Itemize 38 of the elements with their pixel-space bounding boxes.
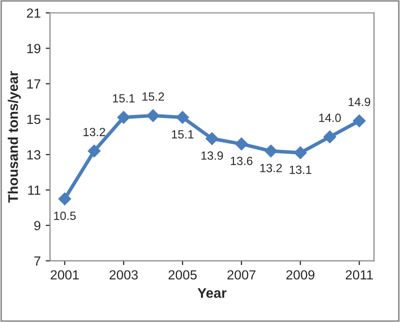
text: 13.1: [290, 166, 312, 174]
text: 13.6: [230, 156, 252, 166]
point: [264, 144, 278, 158]
text: 15.1: [172, 130, 194, 139]
y-tick-label: 15: [27, 114, 40, 124]
point: [352, 114, 366, 128]
point: [206, 132, 218, 146]
x-tick-label: 2005: [168, 270, 197, 280]
point: [323, 130, 336, 144]
x-axis-title: Year: [198, 288, 226, 298]
point: [235, 138, 248, 150]
text: 13.2: [84, 128, 106, 136]
text: 10.5: [54, 212, 76, 220]
text: 14.9: [348, 98, 370, 106]
text: 14.0: [319, 114, 341, 122]
point: [58, 192, 72, 206]
x-tick-label: 2001: [50, 270, 79, 280]
point: [117, 110, 130, 124]
point: [146, 109, 160, 122]
y-tick-label: 13: [27, 150, 40, 160]
y-tick-label: 19: [27, 44, 40, 54]
point: [294, 146, 307, 160]
text: 15.2: [142, 92, 164, 101]
y-tick-label: 7: [34, 256, 40, 266]
point: [176, 110, 189, 124]
y-tick-label: 17: [27, 79, 40, 88]
y-tick-label: 9: [34, 220, 40, 230]
x-tick-label: 2011: [346, 270, 373, 280]
text: 13.9: [201, 151, 223, 160]
x-tick-label: 2007: [227, 270, 256, 280]
text: 15.1: [113, 94, 135, 103]
text: 13.2: [260, 164, 282, 172]
point: [88, 144, 101, 158]
y-tick-label: 21: [26, 8, 40, 18]
x-tick-label: 2009: [286, 270, 314, 280]
y-axis-title: Thousand tons/year: [8, 71, 21, 203]
x-tick-label: 2003: [110, 270, 138, 280]
y-tick-label: 11: [28, 186, 40, 195]
